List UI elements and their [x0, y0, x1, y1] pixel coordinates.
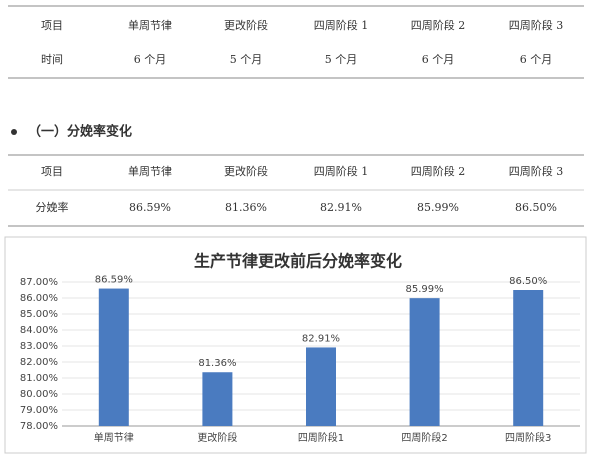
table-cell: 5 个月 [230, 53, 263, 66]
y-tick-label: 79.00% [20, 405, 58, 416]
table-cell: 单周节律 [128, 19, 172, 32]
table-cell: 单周节律 [128, 165, 172, 178]
y-tick-label: 83.00% [20, 341, 58, 352]
x-tick-label: 四周阶段2 [401, 431, 447, 444]
table-cell: 四周阶段 2 [411, 164, 466, 178]
table-cell: 5 个月 [325, 53, 358, 66]
table-cell: 更改阶段 [224, 18, 268, 32]
table-cell: 6 个月 [422, 53, 455, 66]
table-cell: 四周阶段 3 [509, 164, 564, 178]
y-tick-label: 84.00% [20, 325, 58, 336]
table-cell: 时间 [41, 53, 63, 66]
value-label: 81.36% [198, 358, 236, 369]
y-tick-label: 80.00% [20, 389, 58, 400]
table-cell: 6 个月 [134, 53, 167, 66]
table-cell: 6 个月 [520, 53, 553, 66]
y-tick-label: 78.00% [20, 421, 58, 432]
table-cell: 四周阶段 3 [509, 18, 564, 32]
table-cell: 四周阶段 2 [411, 18, 466, 32]
bar [98, 288, 129, 426]
table-cell: 更改阶段 [224, 164, 268, 178]
x-tick-label: 四周阶段1 [298, 431, 344, 444]
heading: （一）分娩率变化 [28, 124, 132, 140]
table-cell: 分娩率 [36, 200, 69, 214]
y-tick-label: 87.00% [20, 277, 58, 288]
bullet [11, 129, 17, 135]
bar [202, 372, 233, 426]
value-label: 85.99% [406, 284, 444, 295]
table-cell: 86.50% [515, 201, 557, 214]
table-cell: 81.36% [225, 201, 267, 214]
value-label: 86.50% [509, 276, 547, 287]
value-label: 86.59% [95, 275, 133, 286]
chart-title: 生产节律更改前后分娩率变化 [194, 252, 402, 271]
x-tick-label: 更改阶段 [197, 431, 237, 444]
bar [513, 290, 544, 426]
table-cell: 85.99% [417, 201, 459, 214]
y-tick-label: 85.00% [20, 309, 58, 320]
table-cell: 86.59% [129, 201, 171, 214]
bar [306, 347, 336, 426]
table-cell: 四周阶段 1 [314, 164, 369, 178]
y-tick-label: 81.00% [20, 373, 58, 384]
bar [409, 298, 440, 426]
table-cell: 项目 [41, 165, 63, 178]
x-tick-label: 四周阶段3 [505, 431, 551, 444]
table-cell: 四周阶段 1 [314, 18, 369, 32]
table-cell: 82.91% [320, 201, 362, 214]
value-label: 82.91% [302, 333, 340, 344]
x-tick-label: 单周节律 [94, 431, 134, 444]
y-tick-label: 86.00% [20, 293, 58, 304]
y-tick-label: 82.00% [20, 357, 58, 368]
table-cell: 项目 [41, 19, 63, 32]
